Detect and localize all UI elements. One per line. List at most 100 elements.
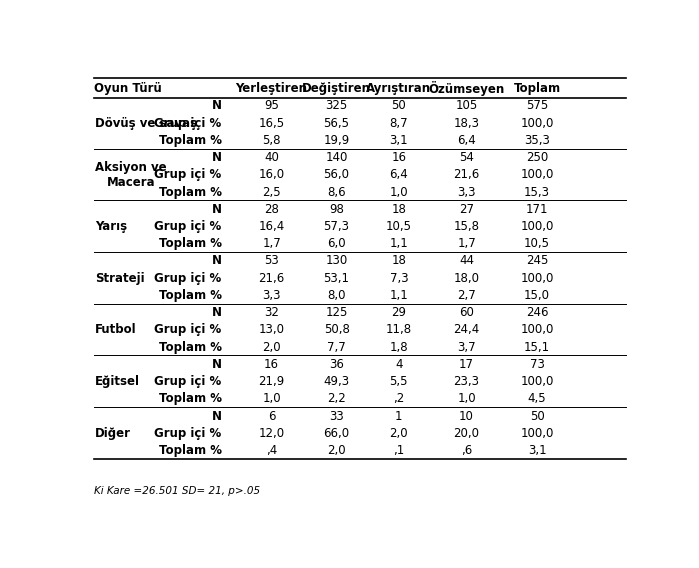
Text: 1,0: 1,0 bbox=[389, 186, 408, 199]
Text: 15,8: 15,8 bbox=[454, 220, 480, 233]
Text: 54: 54 bbox=[459, 151, 474, 164]
Text: 246: 246 bbox=[526, 306, 548, 319]
Text: Yarış: Yarış bbox=[95, 220, 127, 233]
Text: Futbol: Futbol bbox=[95, 323, 136, 336]
Text: 2,2: 2,2 bbox=[327, 392, 346, 406]
Text: Grup içi %: Grup içi % bbox=[154, 375, 222, 388]
Text: 325: 325 bbox=[326, 99, 347, 112]
Text: 1: 1 bbox=[395, 410, 403, 423]
Text: 6: 6 bbox=[268, 410, 275, 423]
Text: Aksiyon ve
Macera: Aksiyon ve Macera bbox=[95, 161, 166, 189]
Text: 2,0: 2,0 bbox=[389, 427, 408, 440]
Text: 245: 245 bbox=[526, 254, 548, 268]
Text: 21,6: 21,6 bbox=[259, 272, 284, 285]
Text: 36: 36 bbox=[329, 358, 344, 371]
Text: 15,3: 15,3 bbox=[524, 186, 550, 199]
Text: N: N bbox=[212, 306, 222, 319]
Text: 125: 125 bbox=[325, 306, 348, 319]
Text: 100,0: 100,0 bbox=[520, 220, 554, 233]
Text: 15,0: 15,0 bbox=[524, 289, 550, 302]
Text: 16,0: 16,0 bbox=[259, 168, 284, 181]
Text: 60: 60 bbox=[459, 306, 474, 319]
Text: Ki Kare =26.501 SD= 21, p>.05: Ki Kare =26.501 SD= 21, p>.05 bbox=[94, 486, 260, 496]
Text: 17: 17 bbox=[459, 358, 474, 371]
Text: 1,0: 1,0 bbox=[457, 392, 476, 406]
Text: Toplam: Toplam bbox=[514, 82, 561, 95]
Text: 6,0: 6,0 bbox=[327, 237, 346, 250]
Text: 5,8: 5,8 bbox=[262, 134, 281, 147]
Text: 6,4: 6,4 bbox=[457, 134, 476, 147]
Text: Yerleştiren: Yerleştiren bbox=[236, 82, 308, 95]
Text: 49,3: 49,3 bbox=[324, 375, 350, 388]
Text: ,2: ,2 bbox=[394, 392, 405, 406]
Text: Dövüş ve savaş: Dövüş ve savaş bbox=[95, 116, 197, 130]
Text: 16,5: 16,5 bbox=[259, 116, 284, 130]
Text: 2,0: 2,0 bbox=[262, 341, 281, 354]
Text: Grup içi %: Grup içi % bbox=[154, 168, 222, 181]
Text: 50,8: 50,8 bbox=[324, 323, 350, 336]
Text: 6,4: 6,4 bbox=[389, 168, 408, 181]
Text: 7,7: 7,7 bbox=[327, 341, 346, 354]
Text: 32: 32 bbox=[264, 306, 279, 319]
Text: 1,7: 1,7 bbox=[457, 237, 476, 250]
Text: 1,1: 1,1 bbox=[389, 237, 408, 250]
Text: 1,8: 1,8 bbox=[389, 341, 408, 354]
Text: 23,3: 23,3 bbox=[454, 375, 480, 388]
Text: 8,7: 8,7 bbox=[389, 116, 408, 130]
Text: 18: 18 bbox=[391, 203, 406, 216]
Text: 100,0: 100,0 bbox=[520, 168, 554, 181]
Text: 15,1: 15,1 bbox=[524, 341, 550, 354]
Text: ,4: ,4 bbox=[266, 444, 278, 457]
Text: 44: 44 bbox=[459, 254, 474, 268]
Text: 29: 29 bbox=[391, 306, 406, 319]
Text: 100,0: 100,0 bbox=[520, 323, 554, 336]
Text: Toplam %: Toplam % bbox=[159, 134, 222, 147]
Text: 33: 33 bbox=[329, 410, 344, 423]
Text: 98: 98 bbox=[329, 203, 344, 216]
Text: 35,3: 35,3 bbox=[524, 134, 550, 147]
Text: Grup içi %: Grup içi % bbox=[154, 323, 222, 336]
Text: 13,0: 13,0 bbox=[259, 323, 284, 336]
Text: N: N bbox=[212, 151, 222, 164]
Text: 171: 171 bbox=[526, 203, 548, 216]
Text: 12,0: 12,0 bbox=[259, 427, 284, 440]
Text: N: N bbox=[212, 99, 222, 112]
Text: 8,6: 8,6 bbox=[327, 186, 346, 199]
Text: 21,6: 21,6 bbox=[454, 168, 480, 181]
Text: 40: 40 bbox=[264, 151, 279, 164]
Text: Özümseyen: Özümseyen bbox=[428, 81, 505, 96]
Text: 56,0: 56,0 bbox=[324, 168, 350, 181]
Text: 16: 16 bbox=[264, 358, 279, 371]
Text: ,6: ,6 bbox=[461, 444, 473, 457]
Text: 66,0: 66,0 bbox=[324, 427, 350, 440]
Text: 95: 95 bbox=[264, 99, 279, 112]
Text: Toplam %: Toplam % bbox=[159, 289, 222, 302]
Text: N: N bbox=[212, 358, 222, 371]
Text: 53: 53 bbox=[264, 254, 279, 268]
Text: 100,0: 100,0 bbox=[520, 272, 554, 285]
Text: N: N bbox=[212, 254, 222, 268]
Text: 100,0: 100,0 bbox=[520, 116, 554, 130]
Text: Grup içi %: Grup içi % bbox=[154, 427, 222, 440]
Text: Toplam %: Toplam % bbox=[159, 392, 222, 406]
Text: 16: 16 bbox=[391, 151, 406, 164]
Text: 7,3: 7,3 bbox=[389, 272, 408, 285]
Text: 8,0: 8,0 bbox=[327, 289, 346, 302]
Text: 3,1: 3,1 bbox=[528, 444, 547, 457]
Text: Ayrıştıran: Ayrıştıran bbox=[366, 82, 431, 95]
Text: Toplam %: Toplam % bbox=[159, 186, 222, 199]
Text: 3,3: 3,3 bbox=[262, 289, 281, 302]
Text: 4: 4 bbox=[395, 358, 403, 371]
Text: 10: 10 bbox=[459, 410, 474, 423]
Text: Toplam %: Toplam % bbox=[159, 444, 222, 457]
Text: 100,0: 100,0 bbox=[520, 375, 554, 388]
Text: 4,5: 4,5 bbox=[528, 392, 547, 406]
Text: 28: 28 bbox=[264, 203, 279, 216]
Text: ,1: ,1 bbox=[394, 444, 405, 457]
Text: 24,4: 24,4 bbox=[454, 323, 480, 336]
Text: 11,8: 11,8 bbox=[386, 323, 412, 336]
Text: 3,3: 3,3 bbox=[457, 186, 476, 199]
Text: Grup içi %: Grup içi % bbox=[154, 272, 222, 285]
Text: 2,5: 2,5 bbox=[262, 186, 281, 199]
Text: 20,0: 20,0 bbox=[454, 427, 480, 440]
